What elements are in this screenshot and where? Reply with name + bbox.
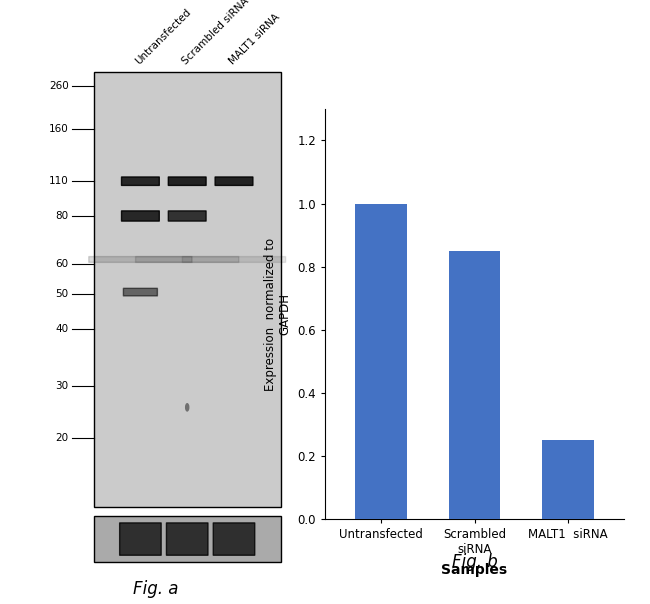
Text: Fig. a: Fig. a	[133, 580, 179, 598]
Text: 30: 30	[55, 381, 69, 391]
Bar	[356, 204, 407, 519]
FancyBboxPatch shape	[89, 257, 192, 262]
FancyBboxPatch shape	[215, 177, 253, 185]
FancyBboxPatch shape	[166, 523, 208, 555]
Text: 20: 20	[55, 433, 69, 443]
FancyBboxPatch shape	[120, 523, 161, 555]
Circle shape	[185, 403, 189, 412]
Text: Fig. b: Fig. b	[452, 553, 497, 571]
Text: 80: 80	[55, 211, 69, 221]
Text: 260: 260	[49, 80, 69, 91]
FancyBboxPatch shape	[122, 177, 159, 185]
Text: Untransfected: Untransfected	[133, 7, 193, 66]
FancyBboxPatch shape	[136, 257, 239, 262]
FancyBboxPatch shape	[124, 288, 157, 296]
Bar	[448, 251, 500, 519]
Text: 110: 110	[49, 176, 69, 186]
FancyBboxPatch shape	[213, 523, 255, 555]
Bar	[94, 516, 281, 562]
X-axis label: Samples: Samples	[441, 564, 508, 577]
FancyBboxPatch shape	[122, 211, 159, 221]
FancyBboxPatch shape	[183, 257, 285, 262]
Text: Scrambled siRNA: Scrambled siRNA	[180, 0, 250, 66]
Text: 160: 160	[49, 124, 69, 134]
Text: 60: 60	[55, 259, 69, 269]
FancyBboxPatch shape	[168, 211, 206, 221]
FancyBboxPatch shape	[168, 177, 206, 185]
Y-axis label: Expression  normalized to
GAPDH: Expression normalized to GAPDH	[264, 237, 292, 391]
Text: 50: 50	[55, 289, 69, 299]
Text: 40: 40	[55, 324, 69, 334]
Bar	[542, 440, 593, 519]
Bar	[94, 72, 281, 507]
Text: MALT1 siRNA: MALT1 siRNA	[227, 12, 281, 66]
